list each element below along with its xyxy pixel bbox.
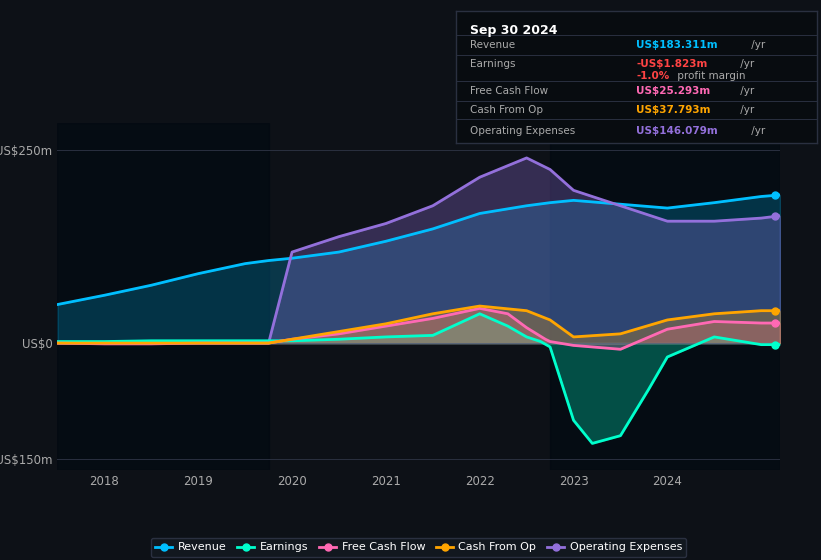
Text: Free Cash Flow: Free Cash Flow xyxy=(470,86,548,96)
Text: US$146.079m: US$146.079m xyxy=(636,126,718,136)
Text: Operating Expenses: Operating Expenses xyxy=(470,126,576,136)
Text: Cash From Op: Cash From Op xyxy=(470,105,544,115)
Text: /yr: /yr xyxy=(737,86,754,96)
Bar xyxy=(57,123,268,470)
Legend: Revenue, Earnings, Free Cash Flow, Cash From Op, Operating Expenses: Revenue, Earnings, Free Cash Flow, Cash … xyxy=(151,538,686,557)
Text: US$183.311m: US$183.311m xyxy=(636,40,718,50)
Text: Sep 30 2024: Sep 30 2024 xyxy=(470,25,557,38)
Text: profit margin: profit margin xyxy=(674,71,745,81)
Text: -US$1.823m: -US$1.823m xyxy=(636,59,708,69)
Text: /yr: /yr xyxy=(737,59,754,69)
Text: US$37.793m: US$37.793m xyxy=(636,105,711,115)
Text: -1.0%: -1.0% xyxy=(636,71,669,81)
Text: /yr: /yr xyxy=(748,126,765,136)
Text: Revenue: Revenue xyxy=(470,40,516,50)
Text: US$25.293m: US$25.293m xyxy=(636,86,710,96)
Text: /yr: /yr xyxy=(737,105,754,115)
Text: Earnings: Earnings xyxy=(470,59,516,69)
Text: /yr: /yr xyxy=(748,40,765,50)
Bar xyxy=(550,123,780,470)
